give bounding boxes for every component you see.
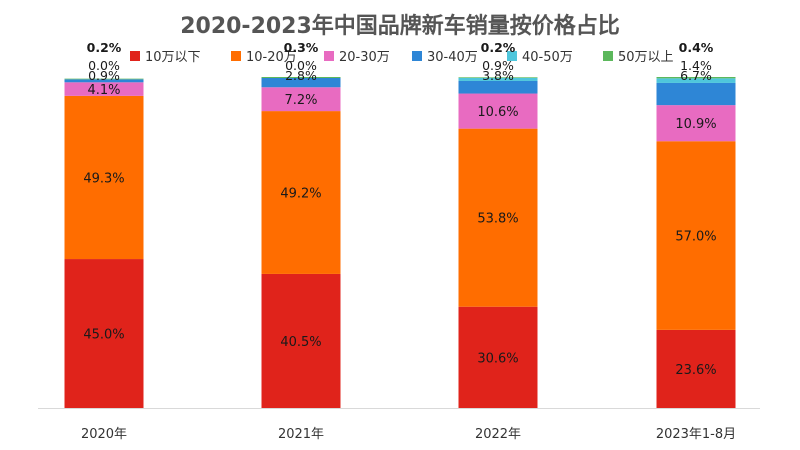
legend-label: 10-20万 (246, 50, 297, 65)
bar-segment (261, 87, 341, 112)
legend-swatch (412, 51, 422, 61)
legend-label: 40-50万 (522, 50, 573, 65)
bar-segment (458, 77, 538, 81)
data-label: 57.0% (675, 230, 716, 245)
legend-swatch (130, 51, 140, 61)
data-label: 0.9% (88, 68, 120, 83)
data-label: 53.8% (477, 212, 518, 227)
legend-swatch (231, 51, 241, 61)
data-label: 0.3% (284, 40, 319, 55)
data-label: 0.0% (285, 58, 317, 73)
x-tick-label: 2020年 (81, 427, 127, 442)
data-label: 0.9% (482, 58, 514, 73)
data-label: 7.2% (284, 93, 317, 108)
data-label: 45.0% (83, 328, 124, 343)
data-label: 23.6% (675, 363, 716, 378)
legend-label: 20-30万 (339, 50, 390, 65)
x-tick-label: 2023年1-8月 (656, 427, 736, 442)
bar-segment (64, 95, 144, 260)
data-label: 0.0% (88, 58, 120, 73)
bar-segment (656, 77, 736, 79)
data-label: 4.1% (87, 83, 120, 98)
bar-segment (458, 306, 538, 408)
data-label: 49.3% (83, 171, 124, 186)
bar-segment (64, 259, 144, 408)
x-tick-label: 2022年 (475, 427, 521, 442)
bar-segment (656, 141, 736, 330)
bar-segment (261, 111, 341, 274)
bar-segment (64, 78, 144, 80)
bar-segment (656, 105, 736, 142)
data-label: 1.4% (680, 58, 712, 73)
bar-segment (261, 273, 341, 408)
bar-segment (656, 329, 736, 408)
bar-segment (458, 77, 538, 78)
bar-segment (64, 82, 144, 96)
bar-segment (458, 93, 538, 129)
data-label: 0.4% (679, 40, 714, 55)
data-label: 0.2% (481, 40, 516, 55)
data-label: 0.2% (87, 40, 122, 55)
bar-segment (656, 78, 736, 83)
legend-label: 50万以上 (618, 50, 674, 65)
bar-segment (261, 77, 341, 88)
data-label: 40.5% (280, 335, 321, 350)
x-tick-label: 2021年 (278, 427, 324, 442)
bar-segment (458, 80, 538, 94)
legend-label: 30-40万 (427, 50, 478, 65)
legend-swatch (603, 51, 613, 61)
data-label: 10.6% (477, 105, 518, 120)
data-label: 30.6% (477, 351, 518, 366)
legend-swatch (324, 51, 334, 61)
data-label: 6.7% (680, 68, 712, 83)
legend-swatch (507, 51, 517, 61)
data-label: 3.8% (482, 68, 514, 83)
chart-title: 2020-2023年中国品牌新车销量按价格占比 (180, 14, 620, 39)
data-label: 2.8% (285, 68, 317, 83)
data-label: 10.9% (675, 117, 716, 132)
bar-segment (458, 128, 538, 307)
legend-label: 10万以下 (145, 50, 201, 65)
bar-segment (261, 77, 341, 78)
bar-segment (656, 82, 736, 106)
bar-segment (64, 79, 144, 83)
data-label: 49.2% (280, 187, 321, 202)
